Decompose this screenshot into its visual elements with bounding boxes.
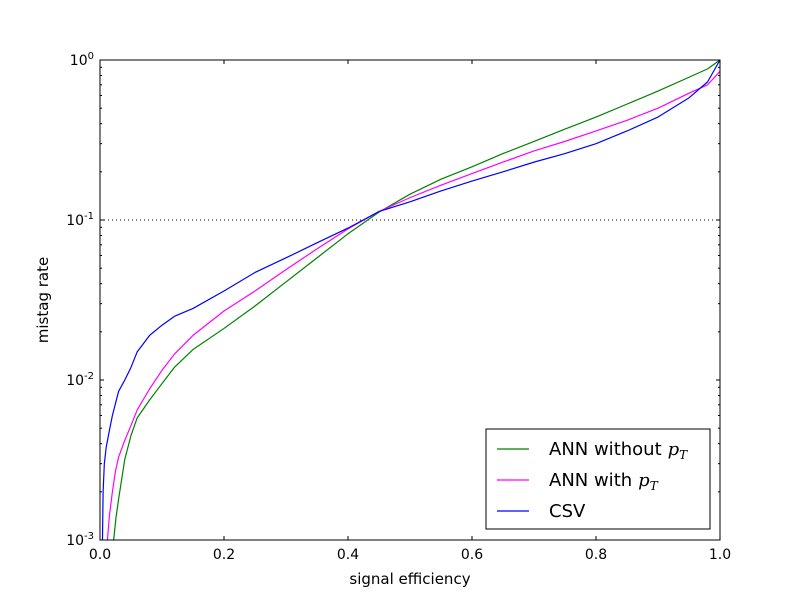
series-line-0 xyxy=(113,59,721,541)
y-tick-label: 10-3 xyxy=(66,531,94,549)
legend-box xyxy=(485,428,711,530)
legend-entry-subscript: T xyxy=(650,479,659,493)
y-tick-base: 10 xyxy=(66,213,84,229)
y-tick-base: 10 xyxy=(70,53,88,69)
series-layer xyxy=(101,59,721,541)
legend-entry-text: ANN without xyxy=(549,439,662,460)
x-tick-label: 0.2 xyxy=(213,547,235,563)
legend-entry-math: p xyxy=(668,439,680,460)
legend-entry-2: CSV xyxy=(549,501,586,522)
legend-entry-subscript: T xyxy=(679,448,688,462)
y-tick-exponent: -2 xyxy=(84,371,94,382)
x-tick-label: 0.6 xyxy=(461,547,483,563)
legend-entry-text: CSV xyxy=(549,501,586,522)
y-tick-base: 10 xyxy=(66,533,84,549)
legend-entry-0: ANN without pT xyxy=(549,439,688,462)
plot-frame xyxy=(99,59,721,541)
x-axis-label: signal efficiency xyxy=(349,570,470,588)
y-tick-label: 10-1 xyxy=(66,211,94,229)
x-tick-label: 0.4 xyxy=(337,547,359,563)
x-axis: 0.0 0.2 0.4 0.6 0.8 1.0 xyxy=(89,60,731,563)
y-tick-exponent: -3 xyxy=(84,531,94,542)
y-axis-label: mistag rate xyxy=(34,257,52,343)
y-tick-label: 100 xyxy=(70,51,94,69)
x-tick-label: 0.0 xyxy=(89,547,111,563)
x-tick-label: 1.0 xyxy=(709,547,731,563)
y-tick-exponent: -1 xyxy=(84,211,94,222)
legend-entry-math: p xyxy=(638,470,650,491)
series-line-1 xyxy=(106,70,721,541)
y-tick-label: 10-2 xyxy=(66,371,94,389)
y-tick-exponent: 0 xyxy=(88,51,94,62)
legend-entry-text: ANN with xyxy=(549,470,632,491)
legend-entry-1: ANN with pT xyxy=(549,470,659,493)
y-tick-base: 10 xyxy=(66,373,84,389)
x-tick-label: 0.8 xyxy=(585,547,607,563)
series-line-2 xyxy=(101,59,721,541)
